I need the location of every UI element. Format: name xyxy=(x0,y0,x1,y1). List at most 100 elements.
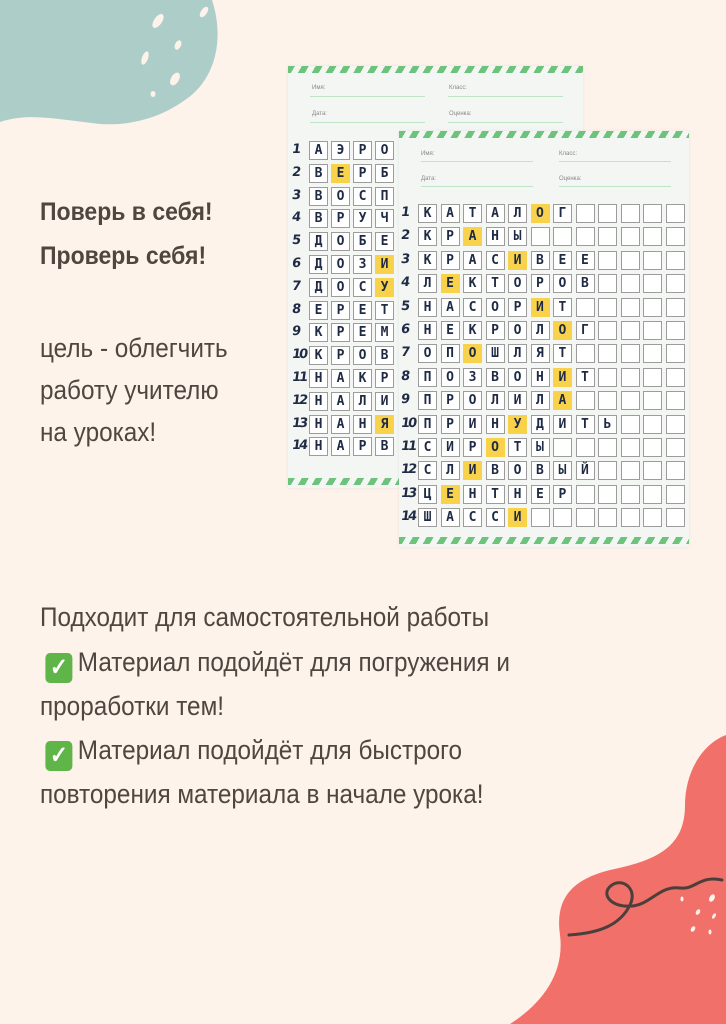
letter-cell-highlighted xyxy=(485,438,505,457)
row-word: ДОБЕ xyxy=(314,234,403,250)
letter-cell xyxy=(331,391,350,411)
letter-cell xyxy=(463,484,482,504)
letter-cell-highlighted xyxy=(553,321,572,340)
letter-cell xyxy=(665,484,685,504)
letter-cell xyxy=(530,321,550,340)
letter-cell xyxy=(309,300,328,320)
letter-cell xyxy=(309,346,328,366)
letter-cell xyxy=(598,414,617,434)
letter-cell xyxy=(375,323,394,343)
letter-cell-highlighted xyxy=(508,414,527,434)
letter-cell xyxy=(463,438,482,457)
letter-cell xyxy=(553,438,572,457)
name-field-label: Имя: xyxy=(421,151,435,157)
letter-cell xyxy=(309,141,328,160)
row-word: СИРОТЫ xyxy=(423,440,559,455)
letter-cell-highlighted xyxy=(463,344,482,364)
letter-cell xyxy=(440,461,460,481)
letter-cell xyxy=(440,250,460,270)
letter-cell xyxy=(598,391,617,411)
letter-cell xyxy=(375,369,394,388)
letter-cell xyxy=(665,297,685,317)
name-field-line xyxy=(421,161,533,162)
letter-cell xyxy=(485,367,505,387)
letter-cell xyxy=(620,297,640,317)
letter-cell-highlighted xyxy=(331,163,350,183)
row-word: НАЛИ xyxy=(314,393,403,409)
coral-blob-dots xyxy=(680,894,716,935)
row-word: КАТАЛОГ xyxy=(423,206,582,221)
letter-cell xyxy=(620,438,640,457)
teal-blob-dots xyxy=(141,6,209,97)
letter-cell xyxy=(665,508,685,528)
letter-cell xyxy=(665,274,685,294)
feature-item-2: ✓ Материал подойдёт для быстрого xyxy=(40,735,462,771)
letter-cell xyxy=(575,321,595,340)
row-word: ПРИНУДИТЬ xyxy=(423,416,627,432)
letter-cell xyxy=(375,209,394,229)
letter-cell xyxy=(440,321,460,340)
letter-cell xyxy=(643,367,662,387)
row-word: КРЕМ xyxy=(314,325,403,341)
letter-cell xyxy=(553,204,572,223)
letter-cell xyxy=(440,367,460,387)
letter-cell xyxy=(418,461,437,481)
letter-cell xyxy=(353,414,372,434)
row-word: КРОВ xyxy=(314,348,403,364)
letter-cell xyxy=(575,438,595,457)
letter-cell xyxy=(665,344,685,364)
row-word: ПРОЛИЛА xyxy=(423,393,582,409)
goal-line-2: работу учителю xyxy=(40,375,219,405)
letter-cell xyxy=(508,321,527,340)
class-field-line xyxy=(559,161,671,162)
letter-cell xyxy=(575,250,595,270)
letter-cell xyxy=(485,484,505,504)
letter-cell xyxy=(508,227,527,247)
letter-cell xyxy=(553,297,572,317)
stripe-border-top xyxy=(288,66,583,73)
letter-cell xyxy=(418,227,437,247)
letter-cell xyxy=(620,367,640,387)
letter-cell xyxy=(418,484,437,504)
row-word: ВОСП xyxy=(314,188,403,204)
letter-cell xyxy=(375,141,394,160)
letter-cell xyxy=(331,141,350,160)
letter-cell xyxy=(530,414,550,434)
squiggle-line xyxy=(567,877,724,937)
row-word: ДОСУ xyxy=(314,279,403,295)
letter-cell xyxy=(309,255,328,274)
letter-cell xyxy=(331,323,350,343)
letter-cell xyxy=(665,204,685,223)
letter-cell xyxy=(309,391,328,411)
row-word: ЛЕКТОРОВ xyxy=(423,276,604,292)
letter-cell-highlighted xyxy=(463,227,482,247)
letter-cell xyxy=(508,484,527,504)
letter-cell xyxy=(331,277,350,297)
letter-cell xyxy=(353,232,372,252)
letter-cell xyxy=(331,209,350,229)
letter-cell xyxy=(440,344,460,364)
letter-cell xyxy=(530,274,550,294)
letter-cell xyxy=(530,508,550,528)
letter-cell xyxy=(331,300,350,320)
row-word: НАРВ xyxy=(314,439,403,455)
letter-cell xyxy=(375,346,394,366)
letter-cell xyxy=(575,204,595,223)
letter-cell xyxy=(665,250,685,270)
letter-cell xyxy=(353,369,372,388)
letter-cell-highlighted xyxy=(440,274,460,294)
letter-cell xyxy=(598,438,617,457)
letter-cell xyxy=(418,508,437,528)
date-field-label: Дата: xyxy=(421,176,436,182)
letter-cell xyxy=(418,321,437,340)
letter-cell xyxy=(553,461,572,481)
letter-cell xyxy=(485,508,505,528)
letter-cell xyxy=(418,250,437,270)
letter-cell xyxy=(575,484,595,504)
letter-cell xyxy=(598,508,617,528)
letter-cell xyxy=(553,274,572,294)
letter-cell xyxy=(598,274,617,294)
letter-cell xyxy=(575,344,595,364)
letter-cell xyxy=(353,277,372,297)
